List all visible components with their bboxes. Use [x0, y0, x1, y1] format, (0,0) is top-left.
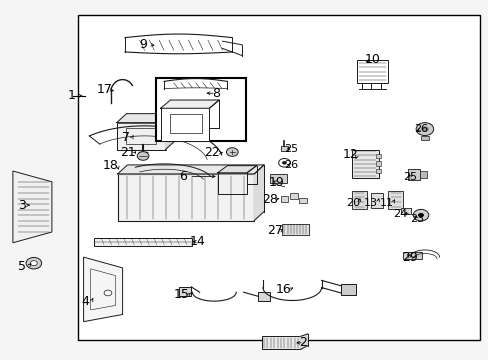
Bar — [375, 168, 380, 173]
Bar — [370, 193, 383, 208]
Text: 11: 11 — [379, 198, 392, 208]
Polygon shape — [117, 114, 184, 123]
Bar — [261, 336, 300, 349]
Text: 15: 15 — [174, 288, 190, 301]
Bar — [290, 193, 298, 199]
Bar — [117, 123, 165, 149]
Circle shape — [137, 152, 149, 160]
Text: 25: 25 — [284, 144, 298, 154]
Bar — [351, 191, 366, 209]
Bar — [340, 284, 355, 295]
Text: 22: 22 — [203, 146, 219, 159]
Bar — [179, 287, 191, 296]
Polygon shape — [300, 334, 307, 349]
Text: 17: 17 — [97, 84, 112, 96]
Circle shape — [412, 210, 428, 221]
Text: 2: 2 — [299, 336, 307, 349]
Text: 18: 18 — [103, 159, 119, 172]
Bar — [170, 114, 202, 134]
Text: 16: 16 — [275, 283, 291, 296]
Polygon shape — [83, 257, 122, 321]
Bar — [400, 208, 410, 214]
Bar — [402, 252, 422, 259]
Bar — [258, 292, 270, 301]
Text: 27: 27 — [266, 224, 282, 237]
Text: 21: 21 — [121, 146, 136, 159]
Text: 19: 19 — [268, 176, 284, 189]
Text: 7: 7 — [122, 131, 129, 144]
Bar — [269, 174, 286, 183]
Bar — [126, 128, 156, 144]
Text: 3: 3 — [18, 199, 26, 212]
Polygon shape — [254, 165, 264, 221]
Bar — [280, 196, 288, 202]
Bar — [407, 169, 419, 180]
Bar — [282, 224, 308, 235]
Polygon shape — [165, 114, 175, 149]
Text: 23: 23 — [410, 215, 424, 224]
Text: 5: 5 — [18, 260, 26, 273]
Bar — [375, 154, 380, 158]
Polygon shape — [217, 166, 256, 173]
Bar — [281, 146, 287, 150]
Text: 8: 8 — [211, 87, 219, 100]
Text: 24: 24 — [392, 209, 407, 219]
Polygon shape — [118, 165, 264, 174]
Text: 4: 4 — [81, 295, 89, 308]
Bar — [217, 173, 246, 194]
Text: 12: 12 — [342, 148, 358, 161]
Polygon shape — [160, 100, 219, 108]
Bar — [420, 135, 428, 140]
Bar — [94, 238, 191, 246]
Text: 10: 10 — [364, 53, 379, 66]
Circle shape — [415, 123, 433, 135]
Bar — [78, 15, 479, 339]
Text: 6: 6 — [179, 170, 186, 183]
Bar — [160, 108, 209, 140]
Bar — [118, 174, 254, 221]
Text: 28: 28 — [262, 193, 278, 206]
Text: 20: 20 — [345, 198, 359, 208]
Text: 9: 9 — [140, 38, 147, 51]
Text: 29: 29 — [402, 251, 417, 264]
Polygon shape — [13, 171, 52, 243]
Circle shape — [282, 161, 286, 165]
Circle shape — [30, 261, 37, 266]
Text: 26: 26 — [413, 124, 427, 134]
Bar — [351, 149, 378, 178]
Bar — [387, 191, 402, 209]
Bar — [419, 171, 427, 178]
Bar — [156, 78, 245, 140]
Circle shape — [420, 126, 428, 132]
Bar — [375, 161, 380, 166]
Text: 14: 14 — [189, 235, 205, 248]
Text: 25: 25 — [403, 172, 416, 182]
Text: 13: 13 — [364, 198, 378, 208]
Circle shape — [26, 257, 41, 269]
Text: 26: 26 — [284, 160, 298, 170]
Text: 1: 1 — [67, 89, 75, 102]
Bar — [356, 60, 387, 83]
Circle shape — [226, 148, 238, 156]
Circle shape — [417, 213, 423, 217]
Bar — [299, 198, 306, 203]
